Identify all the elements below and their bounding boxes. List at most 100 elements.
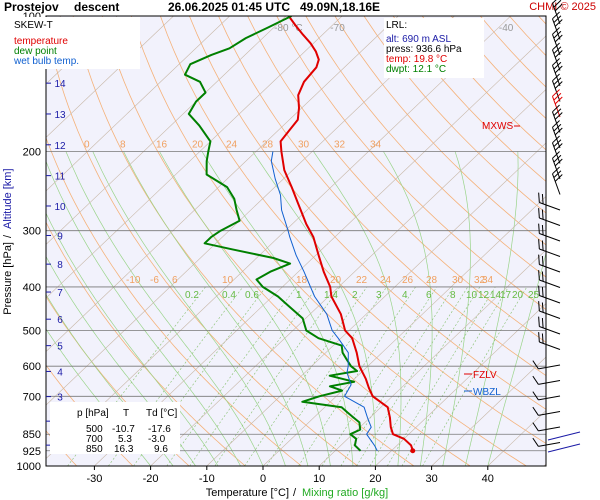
isotherm-label: -40 [499, 23, 514, 34]
isotherm [46, 16, 230, 192]
wind-barb [532, 406, 561, 416]
wind-barb [532, 437, 561, 447]
legend: SKEW-T temperature dew point wet bulb te… [12, 17, 140, 69]
isotherm [318, 249, 546, 466]
adiabat-label: 30 [452, 275, 464, 286]
wind-barb [538, 316, 561, 335]
table-cell: 500 [86, 424, 103, 435]
legend-title: SKEW-T [14, 20, 53, 31]
x-tick-label: -10 [199, 473, 215, 485]
wind-barb [538, 223, 561, 242]
station-name: Prostejov [4, 0, 59, 14]
isotherm [543, 463, 546, 466]
temperature-ticks: -30 -20 -10 0 10 20 30 40 [86, 466, 494, 485]
table-cell: 16.3 [114, 444, 134, 455]
pressure-tick-label: 925 [23, 446, 41, 458]
adiabat-label: 10 [222, 275, 234, 286]
dry-adiabat [363, 16, 546, 214]
fzlv-marker: FZLV [473, 370, 497, 381]
dry-adiabat [334, 16, 546, 246]
wind-barb [538, 270, 561, 288]
isotherm [46, 16, 455, 406]
wind-barb [532, 360, 561, 370]
wind-barb [538, 332, 561, 350]
adiabat-label: 30 [298, 139, 310, 150]
isotherm [46, 16, 287, 245]
adiabat-label: 6 [172, 275, 178, 286]
mixing-ratio-label: 12 [478, 290, 490, 301]
mxws-marker: MXWS [482, 121, 513, 132]
wind-barb [552, 73, 563, 102]
wind-barb [552, 104, 563, 133]
adiabat-label: 16 [156, 139, 168, 150]
pressure-tick-label: 700 [23, 391, 41, 403]
wind-barb [552, 151, 563, 180]
altitude-tick-label: 7 [57, 288, 63, 299]
altitude-tick-label: 13 [54, 110, 66, 121]
wind-barb [552, 166, 563, 195]
pressure-tick-label: 200 [23, 146, 41, 158]
mixing-ratio-line [266, 286, 387, 466]
altitude-tick-label: 6 [57, 315, 63, 326]
table-cell: 9.6 [154, 444, 168, 455]
isotherm-label: -80 °C [274, 23, 302, 34]
sounding-datetime: 26.06.2025 01:45 UTC [168, 0, 290, 14]
isotherm-label: -70 [330, 23, 345, 34]
lrl-temperature: temp: 19.8 °C [386, 54, 447, 65]
mixing-ratio-label: 17 [500, 290, 512, 301]
legend-item-wet-bulb: wet bulb temp. [13, 56, 79, 67]
lrl-altitude: alt: 690 m ASL [386, 34, 451, 45]
adiabat-label: 34 [370, 139, 382, 150]
pressure-tick-label: 400 [23, 282, 41, 294]
lrl-box: LRL: alt: 690 m ASL press: 936.6 hPa tem… [384, 18, 484, 78]
wind-barb [552, 120, 563, 149]
level-markers: MXWS FZLV WBZL [464, 121, 520, 398]
lrl-title: LRL: [386, 20, 407, 31]
mixing-ratio-label: 2 [352, 290, 358, 301]
x-tick-label: 40 [482, 473, 494, 485]
x-tick-label: -20 [143, 473, 159, 485]
mixing-ratio-label: 8 [450, 290, 456, 301]
adiabat-label: 8 [120, 139, 126, 150]
altitude-tick-label: 14 [54, 79, 66, 90]
wind-barb [532, 422, 561, 432]
wbzl-marker: WBZL [473, 387, 501, 398]
mixing-ratio-label: 4 [402, 290, 408, 301]
dry-adiabat [568, 16, 600, 466]
lrl-pressure: press: 936.6 hPa [386, 44, 462, 55]
adiabat-label: 34 [482, 275, 494, 286]
series-line-dew-point [184, 16, 362, 452]
x-axis-label: Temperature [°C] / Mixing ratio [g/kg] [206, 487, 388, 499]
wind-barb [538, 285, 561, 304]
pressure-tick-label: 1000 [17, 461, 41, 473]
x-tick-label: 30 [425, 473, 437, 485]
adiabat-label: 22 [356, 275, 368, 286]
x-tick-label: 0 [260, 473, 266, 485]
surface-temp-point [410, 448, 416, 454]
credit-label: CHMI © 2025 [529, 1, 596, 13]
series-line-wet-bulb-temp [270, 151, 378, 452]
wind-barb [552, 27, 563, 56]
dry-adiabat [305, 16, 546, 278]
x-tick-label: 20 [369, 473, 381, 485]
adiabat-label: 26 [402, 275, 414, 286]
mixing-ratio-label: 14 [490, 290, 502, 301]
mixing-ratio-label: 1 [296, 290, 302, 301]
mixing-ratio-label: 6 [426, 290, 432, 301]
wind-barb [547, 431, 581, 441]
altitude-tick-label: 11 [55, 172, 66, 183]
adiabat-label: 28 [262, 139, 274, 150]
isotherm [375, 303, 546, 466]
levels-table: p [hPa] T Td [°C] 500 -10.7 -17.6 700 5.… [50, 402, 180, 455]
profile-layer [184, 16, 416, 454]
altitude-tick-label: 9 [57, 231, 63, 242]
altitude-tick-label: 3 [57, 393, 63, 404]
x-axis-title-extra: Mixing ratio [g/kg] [302, 487, 388, 499]
table-cell: 700 [86, 434, 103, 445]
legend-box [12, 17, 140, 69]
x-tick-label: -30 [86, 473, 102, 485]
wind-barb [552, 11, 563, 40]
wind-barb [538, 208, 561, 226]
isotherm [46, 16, 343, 299]
adiabat-label: 32 [474, 275, 486, 286]
